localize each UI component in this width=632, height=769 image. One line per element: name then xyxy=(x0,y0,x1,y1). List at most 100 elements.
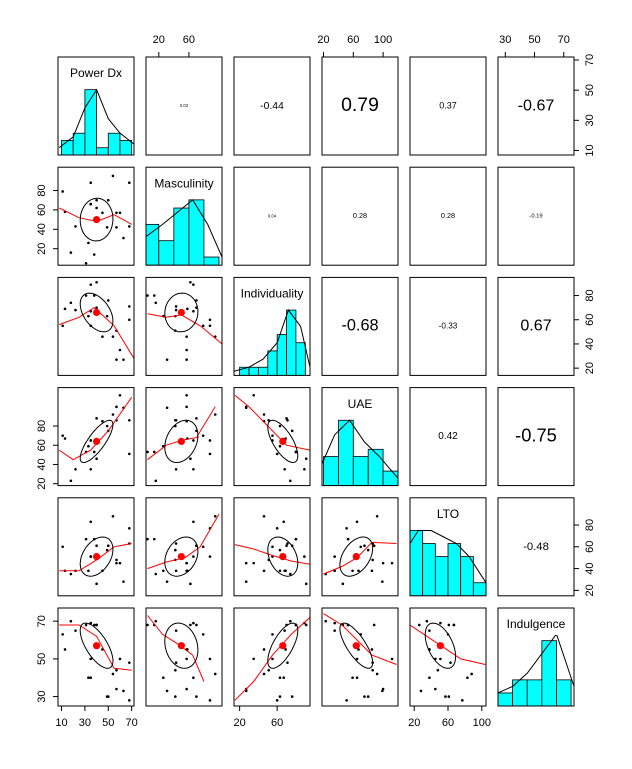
scatter-point xyxy=(106,299,110,302)
scatter-point xyxy=(61,190,64,193)
label-background xyxy=(67,64,125,84)
scatter-point xyxy=(174,695,177,698)
histogram-bar xyxy=(188,199,205,266)
correlation-ellipse xyxy=(79,622,114,669)
scatter-point xyxy=(290,429,294,433)
scatter-point xyxy=(128,418,131,422)
scatter-point xyxy=(106,695,110,698)
y-tick-label: 40 xyxy=(36,223,48,235)
x-tick-label: 30 xyxy=(499,34,511,46)
label-background xyxy=(238,284,306,305)
y-tick-label: 70 xyxy=(584,54,596,66)
correlation-ellipse xyxy=(164,292,199,333)
histogram-bar xyxy=(367,448,384,486)
histogram-bar xyxy=(498,692,514,706)
x-tick-label: 60 xyxy=(183,34,195,46)
panel-frame xyxy=(233,56,311,156)
scatter-point xyxy=(152,294,156,297)
scatter-point xyxy=(92,253,96,256)
variable-label: UAE xyxy=(348,397,373,411)
scatter-point xyxy=(154,301,158,305)
scatter-point xyxy=(355,676,359,680)
scatter-point xyxy=(111,672,115,676)
scatter-point xyxy=(294,450,298,454)
correlation-label: 0.28 xyxy=(353,211,367,220)
scatter-point xyxy=(105,314,109,318)
panel xyxy=(59,280,134,361)
scatter-point xyxy=(185,405,188,409)
scatter-point xyxy=(185,561,188,565)
scatter-point xyxy=(208,324,212,328)
smooth-line xyxy=(147,406,216,461)
scatter-point xyxy=(363,544,366,548)
scatter-point xyxy=(154,572,158,576)
scatter-point xyxy=(284,569,287,573)
scatter-point xyxy=(118,561,122,565)
scatter-point xyxy=(195,623,198,627)
scatter-point xyxy=(381,689,384,693)
scatter-point xyxy=(444,695,447,698)
scatter-point xyxy=(294,537,298,541)
scatter-point xyxy=(174,629,178,632)
correlation-label: -0.48 xyxy=(523,541,549,553)
scatter-point xyxy=(118,211,122,215)
scatter-point xyxy=(345,699,348,702)
scatter-point xyxy=(355,520,359,524)
scatter-point xyxy=(282,520,286,524)
scatter-point xyxy=(436,668,440,672)
y-tick-label: 40 xyxy=(584,562,596,574)
scatter-point xyxy=(115,358,118,361)
scatter-point xyxy=(244,580,248,583)
panel xyxy=(146,280,222,361)
scatter-point xyxy=(89,181,93,185)
x-tick-label: 50 xyxy=(102,717,114,729)
scatter-point xyxy=(370,569,374,573)
label-background xyxy=(504,615,568,635)
correlation-label: 0.67 xyxy=(520,317,551,335)
panel-frame xyxy=(497,607,575,707)
y-tick-label: 10 xyxy=(584,144,596,156)
smooth-line xyxy=(147,615,205,682)
mean-point xyxy=(279,553,287,561)
scatter-point xyxy=(390,657,394,661)
scatter-point xyxy=(115,687,118,691)
scatter-point xyxy=(286,661,289,664)
histogram-bar xyxy=(541,640,557,706)
mean-point xyxy=(92,642,101,650)
scatter-point xyxy=(154,479,158,483)
scatter-point xyxy=(351,676,354,680)
correlation-ellipse xyxy=(79,419,114,463)
y-tick-label: 30 xyxy=(36,690,48,702)
correlation-label: 0.04 xyxy=(268,213,277,218)
variable-label: Masculinity xyxy=(154,176,213,190)
mean-point xyxy=(352,553,360,561)
histogram-bar xyxy=(173,207,190,266)
scatter-point xyxy=(128,305,131,308)
scatter-point xyxy=(118,348,122,352)
panel-frame xyxy=(145,276,223,376)
scatter-point xyxy=(111,335,115,338)
scatter-point xyxy=(284,648,287,651)
smooth-line xyxy=(59,624,132,671)
scatter-point xyxy=(63,307,67,311)
correlation-ellipse xyxy=(267,536,299,577)
scatter-point xyxy=(165,689,169,693)
mean-point xyxy=(436,642,444,650)
scatter-point xyxy=(201,434,205,437)
scatter-point xyxy=(370,648,374,651)
x-tick-label: 70 xyxy=(126,717,138,729)
mean-point xyxy=(177,553,185,561)
histogram-bar xyxy=(422,543,436,596)
scatter-point xyxy=(174,308,178,312)
panel-frame xyxy=(321,387,399,487)
scatter-point xyxy=(185,335,188,338)
scatter-point xyxy=(208,699,212,702)
label-background xyxy=(434,504,462,525)
panel xyxy=(323,515,397,586)
scatter-point xyxy=(87,676,90,680)
y-tick-label: 80 xyxy=(36,420,48,432)
scatter-point xyxy=(252,393,256,397)
panel-frame xyxy=(409,387,487,487)
scatter-point xyxy=(89,202,93,206)
scatter-point xyxy=(271,633,274,636)
